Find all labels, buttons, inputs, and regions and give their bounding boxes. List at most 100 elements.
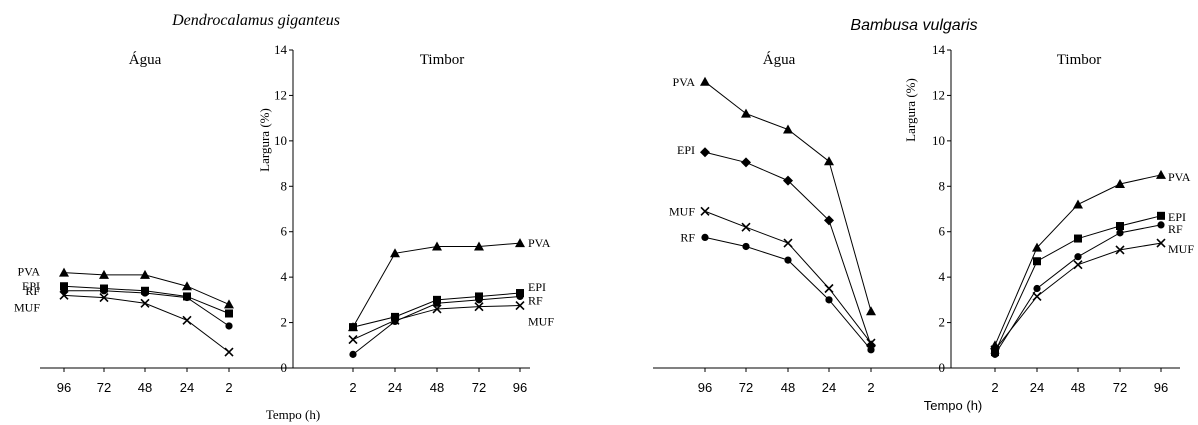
x-tick-label: 96 [513, 380, 527, 395]
data-point-muf [182, 315, 192, 325]
data-point-pva [700, 76, 710, 86]
data-point-rf [433, 299, 441, 307]
data-point-pva [432, 241, 442, 251]
data-point-pva [474, 241, 484, 251]
data-point-rf [100, 287, 108, 295]
data-point-pva [1032, 242, 1042, 252]
chart-title: Bambusa vulgaris [850, 17, 977, 34]
chart-dendrocalamus: Dendrocalamus giganteus Água Timbor Larg… [14, 12, 554, 422]
data-point-epi [700, 147, 710, 158]
data-point-pva [1115, 179, 1125, 189]
y-tick-label: 10 [932, 133, 945, 148]
data-point-muf [474, 302, 484, 312]
data-point-epi [824, 215, 834, 226]
series-label-rf: RF [528, 293, 543, 307]
series-label-muf: MUF [1168, 242, 1194, 256]
data-point-pva [390, 248, 400, 258]
data-point-rf [825, 296, 833, 304]
data-point-muf [224, 347, 234, 357]
data-point-muf [700, 206, 710, 216]
series-label-muf: MUF [669, 204, 695, 218]
x-tick-label: 72 [739, 380, 753, 395]
y-axis-label: Largura (%) [257, 108, 272, 172]
data-point-pva [224, 299, 234, 309]
subplot-title-timbor: Timbor [420, 52, 464, 68]
x-tick-label: 48 [1071, 380, 1085, 395]
data-point-pva [1156, 169, 1166, 179]
data-point-epi [349, 323, 357, 332]
y-tick-label: 0 [939, 360, 946, 375]
x-tick-label: 48 [781, 380, 795, 395]
data-point-pva [824, 156, 834, 166]
series-label-epi: EPI [22, 279, 40, 293]
data-point-muf [1032, 291, 1042, 302]
data-point-rf [475, 296, 483, 304]
chart-bambusa: Bambusa vulgaris Água Timbor Largura (%)… [653, 17, 1194, 413]
y-tick-label: 10 [274, 133, 287, 148]
series-label-pva: PVA [18, 265, 41, 279]
data-point-rf [701, 233, 709, 241]
series-label-epi: EPI [1168, 210, 1186, 224]
data-point-muf [348, 335, 358, 345]
x-tick-label: 72 [472, 380, 486, 395]
x-tick-label: 48 [138, 380, 152, 395]
series-label-muf: MUF [14, 300, 40, 314]
y-tick-label: 2 [939, 315, 946, 330]
data-point-pva [741, 108, 751, 118]
data-point-epi [1074, 234, 1082, 243]
x-tick-label: 24 [1030, 380, 1044, 395]
data-point-epi [783, 175, 793, 186]
data-point-muf [1115, 245, 1125, 255]
x-tick-label: 72 [97, 380, 111, 395]
data-point-muf [783, 238, 793, 248]
series-label-muf: MUF [528, 315, 554, 329]
x-tick-label: 24 [822, 380, 836, 395]
data-point-muf [866, 338, 876, 348]
series-label-rf: RF [25, 284, 40, 298]
data-point-pva [515, 238, 525, 248]
x-tick-label: 72 [1113, 380, 1127, 395]
series-label-epi: EPI [528, 280, 546, 294]
series-label-rf: RF [680, 230, 695, 244]
data-point-rf [1033, 284, 1041, 293]
data-point-rf [867, 346, 875, 354]
data-point-epi [741, 157, 751, 168]
x-tick-label: 2 [225, 380, 232, 395]
data-point-pva [1073, 199, 1083, 209]
y-tick-label: 4 [281, 269, 288, 284]
subplot-title-agua: Água [129, 51, 162, 68]
data-point-epi [1033, 257, 1041, 266]
data-point-pva [140, 269, 150, 279]
x-tick-label: 2 [991, 380, 998, 395]
series-line-rf [994, 224, 1162, 355]
data-point-rf [225, 322, 233, 330]
data-point-rf [349, 350, 357, 358]
data-point-rf [784, 256, 792, 264]
series-label-pva: PVA [1168, 170, 1191, 184]
data-point-rf [1074, 253, 1082, 261]
data-point-muf [390, 315, 400, 325]
y-tick-label: 2 [281, 315, 288, 330]
y-tick-label: 6 [939, 224, 946, 239]
series-line-pva [352, 242, 521, 328]
x-tick-label: 2 [349, 380, 356, 395]
x-tick-label: 24 [180, 380, 194, 395]
data-point-epi [1157, 211, 1165, 220]
data-point-rf [141, 289, 149, 297]
data-point-rf [183, 293, 191, 302]
series-line-muf [704, 210, 872, 344]
data-point-rf [516, 292, 524, 301]
x-axis-label: Tempo (h) [924, 398, 983, 413]
chart-title: Dendrocalamus giganteus [171, 12, 340, 29]
data-point-muf [515, 300, 525, 311]
x-tick-label: 48 [430, 380, 444, 395]
data-point-rf [1157, 221, 1165, 229]
data-point-muf [1073, 260, 1083, 270]
data-point-muf [1156, 238, 1166, 248]
data-point-epi [1116, 222, 1124, 231]
